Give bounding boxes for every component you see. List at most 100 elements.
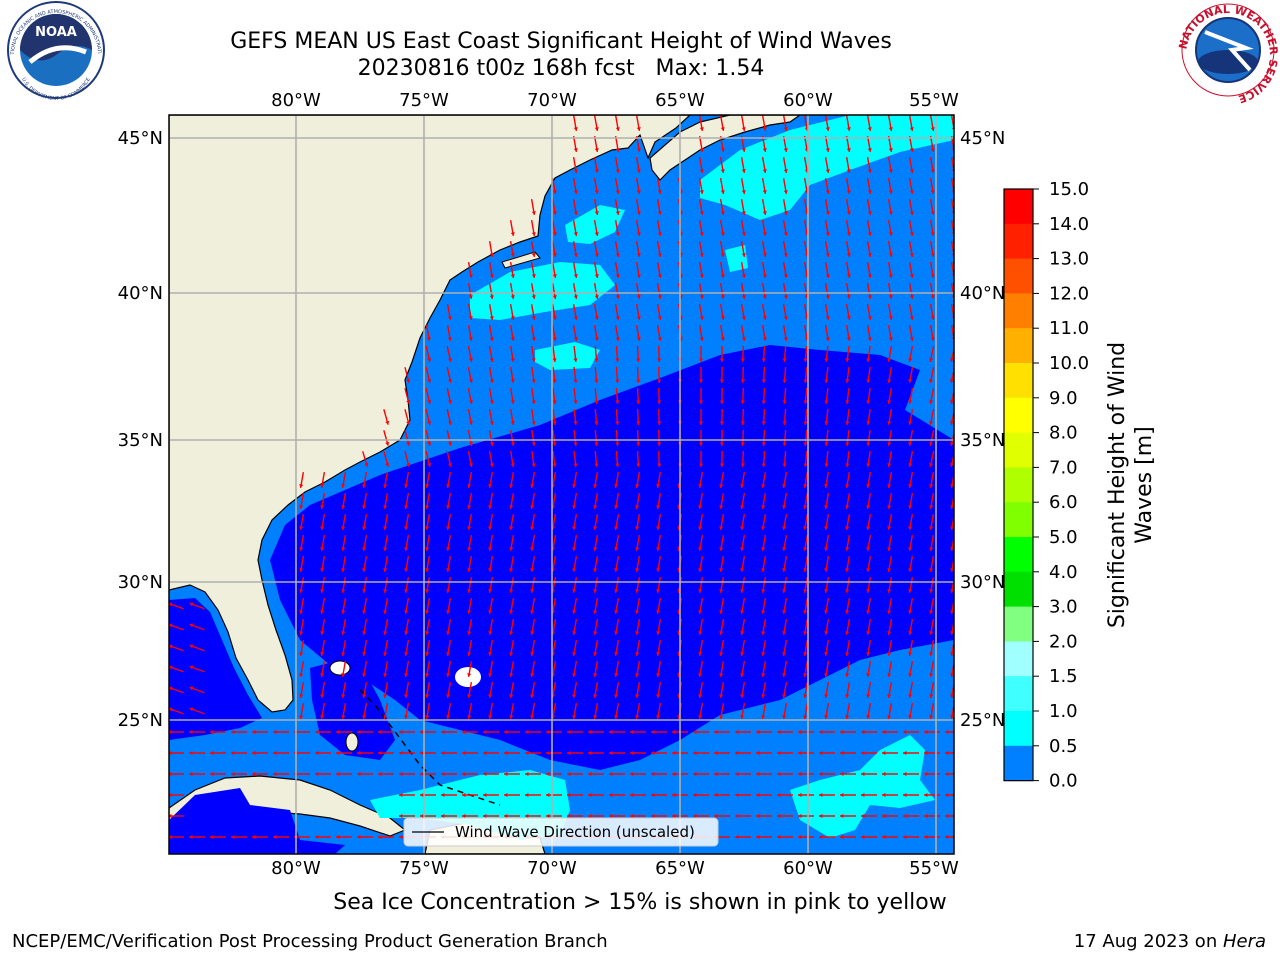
colorbar-tick-label: 0.0 bbox=[1049, 771, 1078, 792]
wave-direction-arrowhead bbox=[594, 295, 599, 299]
wave-direction-arrowhead bbox=[740, 526, 745, 530]
wave-direction-arrowhead bbox=[762, 211, 767, 215]
wave-direction-arrowhead bbox=[615, 253, 620, 257]
wave-direction-arrowhead bbox=[888, 211, 893, 215]
colorbar-tick-label: 0.5 bbox=[1049, 736, 1078, 757]
wave-direction-arrowhead bbox=[573, 316, 578, 320]
wave-field-bahamas bbox=[310, 660, 395, 760]
wave-direction-arrowhead bbox=[399, 792, 403, 798]
wave-direction-arrowhead bbox=[929, 673, 934, 677]
wave-direction-arrowhead bbox=[362, 589, 367, 593]
wave-direction-arrowhead bbox=[924, 813, 928, 819]
colorbar-tick-label: 13.0 bbox=[1049, 249, 1089, 270]
colorbar-tick-label: 7.0 bbox=[1049, 457, 1078, 478]
wave-direction-arrowhead bbox=[552, 190, 557, 194]
wave-direction-arrowhead bbox=[594, 442, 599, 446]
wave-direction-arrowhead bbox=[782, 568, 787, 572]
wave-direction-arrowhead bbox=[636, 169, 641, 173]
wave-direction-arrowhead bbox=[782, 694, 787, 698]
wave-direction-arrowhead bbox=[782, 463, 787, 467]
wave-direction-arrowhead bbox=[189, 834, 193, 840]
wave-direction-arrowhead bbox=[530, 715, 535, 719]
wave-direction-arrowhead bbox=[468, 379, 473, 383]
wave-direction-arrowhead bbox=[399, 750, 403, 756]
land-bermuda-area bbox=[455, 667, 481, 687]
wave-direction-arrowhead bbox=[299, 631, 304, 635]
colorbar-tick-label: 5.0 bbox=[1049, 527, 1078, 548]
wave-direction-arrowhead bbox=[825, 295, 830, 299]
wave-direction-arrowhead bbox=[740, 505, 745, 509]
wave-direction-arrowhead bbox=[903, 813, 907, 819]
wave-direction-arrowhead bbox=[719, 421, 724, 425]
wave-direction-arrowhead bbox=[572, 484, 577, 488]
wave-direction-arrowhead bbox=[468, 421, 473, 425]
wave-direction-arrowhead bbox=[488, 694, 493, 698]
wave-direction-arrowhead bbox=[741, 337, 746, 341]
wave-direction-arrowhead bbox=[657, 379, 662, 383]
wave-direction-arrowhead bbox=[467, 673, 472, 677]
wave-direction-arrowhead bbox=[404, 673, 409, 677]
wave-direction-arrowhead bbox=[189, 644, 194, 649]
wave-direction-arrowhead bbox=[929, 505, 934, 509]
wave-direction-arrowhead bbox=[614, 652, 619, 656]
wave-direction-arrowhead bbox=[699, 232, 704, 236]
wave-direction-arrowhead bbox=[299, 673, 304, 677]
wave-direction-arrowhead bbox=[378, 834, 382, 840]
wave-direction-arrowhead bbox=[509, 589, 514, 593]
wave-direction-arrowhead bbox=[740, 484, 745, 488]
wave-direction-arrowhead bbox=[299, 694, 304, 698]
colorbar-swatch bbox=[1004, 397, 1033, 434]
wave-direction-arrowhead bbox=[320, 547, 325, 551]
wave-direction-arrowhead bbox=[824, 463, 829, 467]
wave-direction-arrowhead bbox=[425, 505, 430, 509]
wave-direction-arrowhead bbox=[756, 792, 760, 798]
wave-direction-arrowhead bbox=[825, 316, 830, 320]
wave-direction-arrowhead bbox=[425, 526, 430, 530]
wave-direction-arrowhead bbox=[908, 715, 913, 719]
lon-label: 65°W bbox=[655, 858, 705, 879]
wave-direction-arrowhead bbox=[782, 547, 787, 551]
wave-direction-arrowhead bbox=[783, 337, 788, 341]
wave-direction-arrowhead bbox=[572, 694, 577, 698]
wave-direction-arrowhead bbox=[783, 169, 788, 173]
wave-direction-arrowhead bbox=[614, 610, 619, 614]
wave-direction-arrowhead bbox=[929, 715, 934, 719]
wave-direction-arrowhead bbox=[803, 526, 808, 530]
wave-direction-arrowhead bbox=[552, 421, 557, 425]
wave-direction-arrowhead bbox=[909, 232, 914, 236]
wave-direction-arrowhead bbox=[845, 631, 850, 635]
wave-direction-arrowhead bbox=[735, 834, 739, 840]
wave-direction-arrowhead bbox=[509, 673, 514, 677]
wave-direction-arrowhead bbox=[949, 358, 954, 362]
wave-direction-arrowhead bbox=[635, 589, 640, 593]
wave-direction-arrowhead bbox=[210, 729, 214, 735]
wave-direction-arrowhead bbox=[845, 610, 850, 614]
wave-direction-arrowhead bbox=[909, 337, 914, 341]
wave-direction-arrowhead bbox=[510, 295, 515, 299]
wave-direction-arrowhead bbox=[782, 652, 787, 656]
wave-direction-arrowhead bbox=[741, 190, 746, 194]
colorbar-swatch bbox=[1004, 537, 1033, 573]
wave-direction-arrowhead bbox=[614, 694, 619, 698]
wave-direction-arrowhead bbox=[530, 505, 535, 509]
wave-direction-arrowhead bbox=[803, 547, 808, 551]
wave-direction-arrowhead bbox=[615, 232, 620, 236]
wave-direction-arrowhead bbox=[488, 484, 493, 488]
wave-direction-arrowhead bbox=[887, 526, 892, 530]
wave-direction-arrowhead bbox=[782, 358, 787, 362]
wave-direction-arrowhead bbox=[636, 358, 641, 362]
wave-direction-arrowhead bbox=[908, 505, 913, 509]
wave-direction-arrowhead bbox=[930, 211, 935, 215]
sea-ice-note-text: Sea Ice Concentration > 15% is shown in … bbox=[333, 890, 947, 915]
wave-direction-arrowhead bbox=[446, 568, 451, 572]
wave-direction-arrowhead bbox=[636, 190, 641, 194]
wave-direction-arrowhead bbox=[420, 792, 424, 798]
wave-direction-arrowhead bbox=[504, 771, 508, 777]
wave-direction-arrowhead bbox=[867, 295, 872, 299]
wave-direction-arrowhead bbox=[467, 526, 472, 530]
wave-direction-arrowhead bbox=[594, 358, 599, 362]
wave-direction-arrowhead bbox=[819, 750, 823, 756]
wave-direction-arrowhead bbox=[509, 568, 514, 572]
wave-direction-arrowhead bbox=[406, 441, 411, 446]
wave-direction-arrowhead bbox=[777, 771, 781, 777]
